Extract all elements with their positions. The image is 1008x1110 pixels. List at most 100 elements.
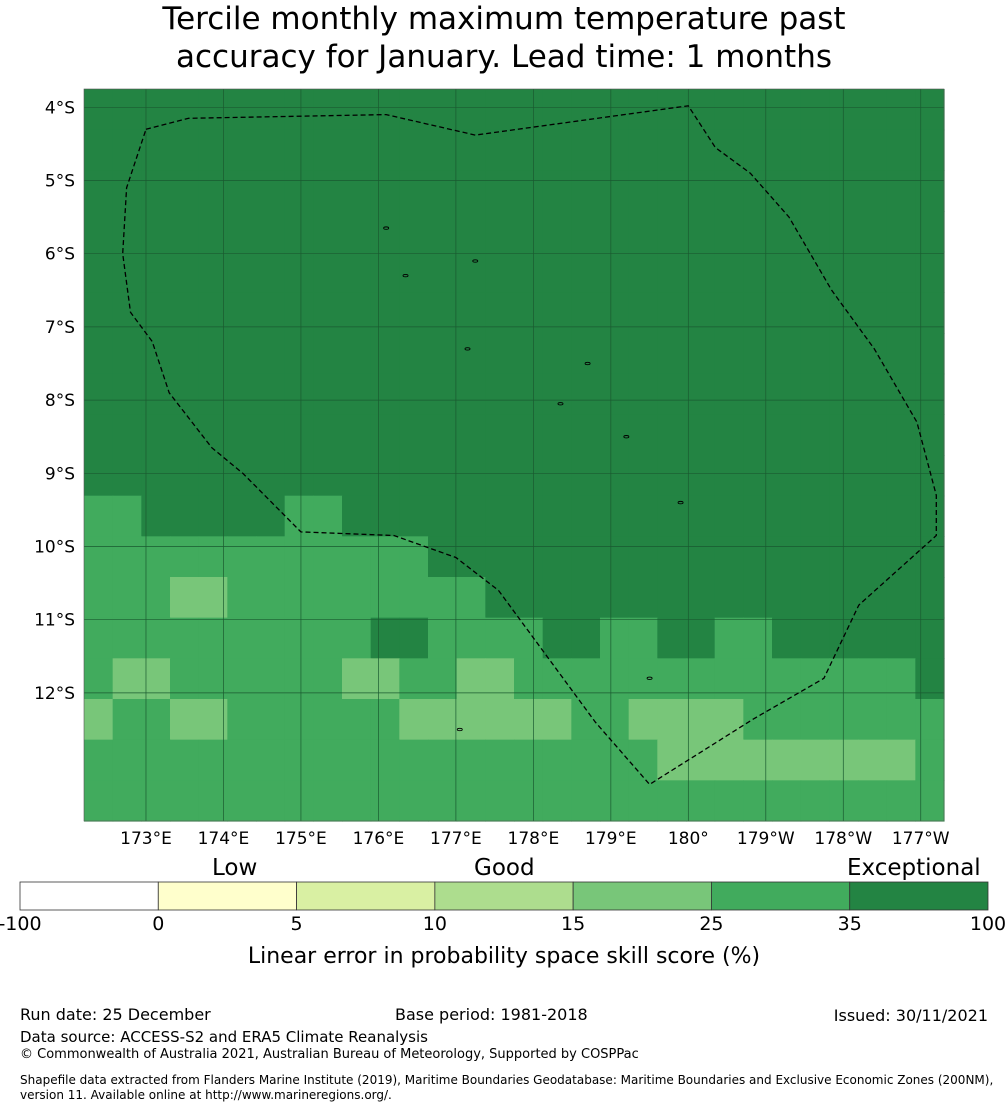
skill-cell [542,455,572,497]
skill-cell [399,373,429,415]
skill-cell [714,414,744,456]
skill-cell [313,495,343,537]
skill-cell [628,333,658,375]
skill-cell [743,617,773,659]
map-title-line-1: Tercile monthly maximum temperature past [162,1,846,37]
skill-cell [858,129,888,171]
skill-cell [657,577,687,619]
skill-cell [714,89,744,131]
skill-cell [858,495,888,537]
skill-cell [714,699,744,741]
skill-cell [657,292,687,334]
skill-cell [84,89,114,131]
island-outline [383,226,390,230]
skill-cell [342,455,372,497]
skill-cell [112,658,142,700]
skill-cell [198,89,228,131]
skill-cell [428,89,458,131]
skill-cell [542,658,572,700]
skill-cell [628,617,658,659]
skill-cell [829,129,859,171]
skill-cell [313,251,343,293]
skill-cell [428,292,458,334]
skill-cell [628,373,658,415]
skill-cell [686,333,716,375]
skill-cell [886,292,916,334]
skill-cell [485,699,515,741]
skill-cell [743,251,773,293]
skill-cell [256,414,286,456]
skill-cell [829,89,859,131]
skill-cell [743,414,773,456]
latitude-tick-label: 7°S [45,318,75,338]
skill-cell [829,170,859,212]
skill-cell [628,251,658,293]
skill-cell [829,577,859,619]
skill-cell [84,129,114,171]
skill-cell [858,251,888,293]
skill-cell [428,780,458,822]
skill-cell [198,577,228,619]
skill-cell [657,739,687,781]
skill-cell [485,292,515,334]
skill-cell [628,414,658,456]
skill-cell [657,658,687,700]
skill-cell [858,699,888,741]
skill-cell [198,333,228,375]
skill-cell [198,373,228,415]
skill-cell [886,373,916,415]
skill-cell [743,495,773,537]
shapefile-credit-line-1: Shapefile data extracted from Flanders M… [20,1073,994,1087]
skill-cell [370,292,400,334]
skill-cell [743,780,773,822]
skill-cell [84,699,114,741]
skill-cell [256,617,286,659]
latitude-tick-label: 9°S [45,464,75,484]
skill-cell [514,536,544,578]
skill-cell [886,536,916,578]
skill-cell [370,414,400,456]
skill-cell [542,170,572,212]
category-good: Good [474,855,535,881]
skill-cell [256,658,286,700]
skill-cell [829,414,859,456]
skill-cell [485,251,515,293]
skill-cell [112,536,142,578]
skill-cell [485,495,515,537]
skill-cell [743,333,773,375]
skill-cell [772,780,802,822]
skill-cell [170,129,200,171]
skill-cell [370,170,400,212]
skill-cell [657,617,687,659]
skill-cell [915,251,945,293]
skill-cell [370,495,400,537]
skill-cell [628,658,658,700]
skill-cell [284,577,314,619]
skill-cell [743,577,773,619]
base-period: Base period: 1981-2018 [395,1005,588,1024]
skill-cell [743,129,773,171]
skill-cell [714,577,744,619]
skill-cell [342,414,372,456]
skill-cell [915,739,945,781]
skill-cell [686,170,716,212]
skill-cell [600,129,630,171]
skill-cell [772,536,802,578]
skill-cell [284,373,314,415]
skill-cell [858,170,888,212]
skill-cell [256,739,286,781]
skill-cell [256,129,286,171]
island-outline [646,676,653,680]
skill-cell [886,739,916,781]
skill-cell [428,455,458,497]
skill-cell [800,129,830,171]
longitude-tick-label: 176°E [353,829,405,849]
skill-cell [342,780,372,822]
skill-cell [571,536,601,578]
skill-cell [600,211,630,253]
skill-cell [600,251,630,293]
skill-cell [313,292,343,334]
skill-cell [514,170,544,212]
skill-cell [915,333,945,375]
skill-cell [514,251,544,293]
